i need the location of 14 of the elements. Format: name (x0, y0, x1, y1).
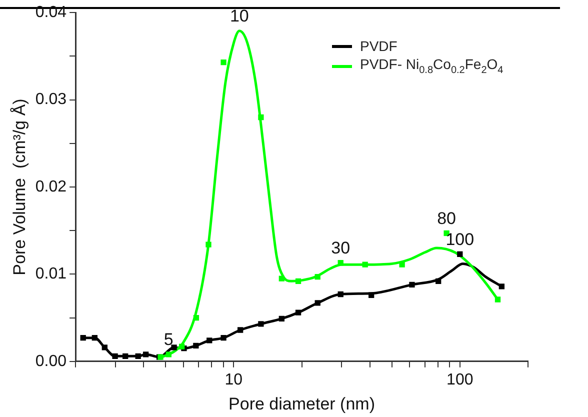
annotation: 10 (230, 6, 249, 26)
annotation: 5 (164, 330, 174, 350)
legend-label: PVDF- Ni$_{0.8}$Co$_{0.2}$Fe$_{2}$O$_{4}$ (360, 56, 504, 76)
legend-label: PVDF (360, 38, 398, 54)
x-axis-title: Pore diameter (nm) (228, 394, 375, 414)
y-tick-label: 0.02 (35, 178, 67, 196)
annotation: 80 (437, 208, 456, 228)
y-tick-label: 0.01 (35, 266, 67, 283)
annotation: 100 (446, 230, 474, 249)
y-axis-title: Pore Volume (cm³/g Å) (10, 98, 29, 276)
annotation: 30 (331, 238, 350, 258)
y-tick-label: 0.03 (35, 91, 67, 108)
y-tick-label: 0.00 (35, 352, 67, 370)
y-tick-label: 0.04 (35, 4, 67, 22)
